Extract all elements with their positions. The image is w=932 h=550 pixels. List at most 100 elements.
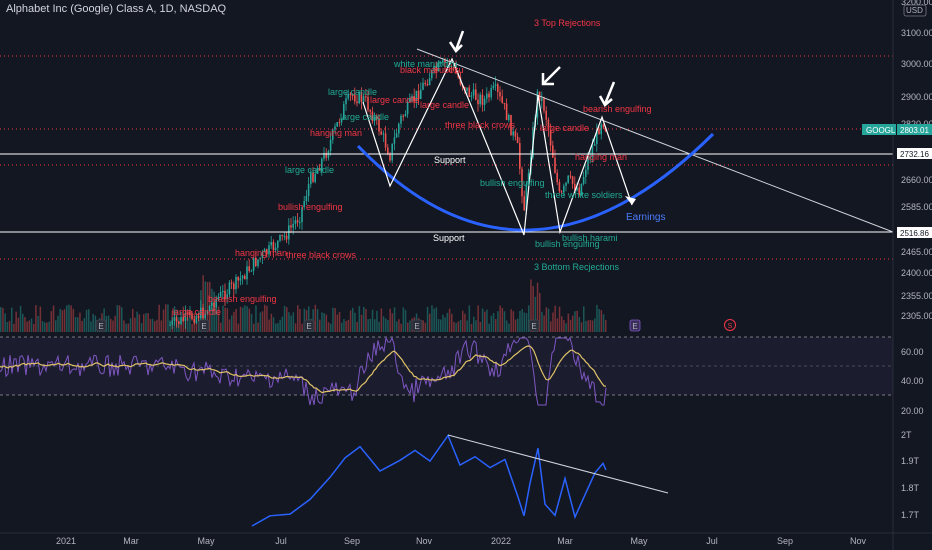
last-price-tag: 2803.01: [897, 124, 932, 135]
volume-bar: [556, 318, 559, 332]
volume-bar: [536, 282, 539, 332]
volume-bar: [486, 309, 488, 332]
candle-body: [439, 62, 442, 64]
candle-body: [492, 85, 495, 89]
candle-body: [552, 145, 554, 158]
volume-bar: [52, 305, 55, 332]
candle-body: [477, 99, 479, 105]
candle-body: [600, 124, 602, 135]
volume-bar: [275, 323, 277, 332]
candle-body: [303, 201, 305, 208]
candle-body: [475, 89, 477, 100]
volume-bar: [523, 312, 526, 332]
volume-bar: [301, 323, 303, 332]
candle-body: [173, 317, 176, 321]
volume-bar: [314, 304, 317, 332]
volume-bar: [156, 319, 158, 332]
volume-bar: [195, 321, 198, 332]
volume-bar: [495, 319, 497, 332]
volume-bar: [189, 305, 191, 332]
price-tick-label: 2465.00: [901, 247, 932, 257]
candle-body: [349, 93, 352, 96]
volume-bar: [488, 323, 490, 332]
volume-bar: [532, 286, 534, 332]
candle-body: [563, 185, 565, 193]
volume-bar: [246, 306, 248, 332]
volume-bar: [473, 316, 475, 332]
volume-bar: [165, 304, 167, 332]
volume-bar: [39, 306, 42, 332]
volume-bar: [596, 304, 598, 332]
volume-bar: [143, 314, 145, 332]
volume-bar: [160, 320, 163, 332]
volume-bar: [33, 323, 35, 332]
volume-bar: [154, 321, 156, 332]
volume-bar: [367, 319, 369, 332]
volume-bar: [503, 311, 506, 332]
price-tick-label: 2660.00: [901, 175, 932, 185]
volume-bar: [510, 309, 512, 332]
candle-body: [444, 60, 446, 63]
volume-bar: [470, 323, 473, 332]
volume-bar: [508, 323, 510, 332]
bottom-rejections-label: 3 Bottom Recjections: [534, 262, 620, 272]
volume-bar: [77, 317, 79, 332]
volume-bar: [545, 307, 548, 332]
support-value: 2516.86: [900, 229, 929, 238]
candle-body: [274, 247, 277, 251]
volume-bar: [561, 316, 563, 332]
price-tick-label: 2355.00: [901, 291, 932, 301]
volume-bar: [389, 308, 391, 332]
candle-body: [202, 307, 204, 319]
volume-bar: [338, 312, 341, 332]
price-tick-label: 3000.00: [901, 59, 932, 69]
candle-body: [312, 172, 314, 182]
pattern-label: three black crows: [445, 120, 516, 130]
volume-bar: [587, 320, 589, 332]
earnings-marker-label: E: [414, 322, 419, 331]
candle-body: [435, 65, 437, 71]
candle-body: [338, 122, 341, 124]
candle-body: [219, 292, 222, 297]
candle-body: [402, 115, 404, 117]
volume-bar: [283, 305, 286, 332]
pattern-label: large candle: [340, 112, 389, 122]
volume-bar: [279, 319, 281, 332]
volume-bar: [44, 322, 46, 332]
candle-body: [378, 118, 380, 132]
candle-body: [244, 275, 246, 280]
candle-body: [576, 187, 578, 191]
earnings-marker: [411, 319, 423, 332]
time-tick-label: Mar: [557, 536, 573, 546]
price-tick-label: 2305.00: [901, 311, 932, 321]
candle-body: [587, 157, 589, 170]
volume-bar: [484, 311, 486, 332]
volume-bar: [409, 320, 411, 332]
volume-bar: [72, 308, 75, 332]
volume-bar: [149, 319, 152, 332]
candle-body: [354, 95, 356, 102]
candle-body: [347, 93, 349, 99]
candle-body: [323, 152, 325, 159]
volume-bar: [266, 305, 268, 332]
volume-bar: [239, 306, 242, 332]
candle-body: [215, 299, 217, 308]
volume-bar: [349, 310, 352, 332]
earnings-marker-label: E: [632, 322, 637, 331]
volume-bar: [521, 309, 523, 332]
volume-bar: [347, 319, 350, 332]
candle-body: [367, 96, 369, 111]
candle-body: [398, 123, 400, 134]
volume-bar: [583, 306, 585, 332]
candle-body: [268, 245, 270, 255]
candle-body: [345, 98, 347, 105]
candle-body: [415, 90, 418, 102]
volume-bar: [501, 307, 504, 332]
candle-body: [250, 270, 253, 272]
volume-bar: [277, 323, 279, 332]
volume-bar: [81, 320, 83, 332]
volume-bar: [457, 321, 460, 332]
candle-body: [516, 136, 519, 144]
